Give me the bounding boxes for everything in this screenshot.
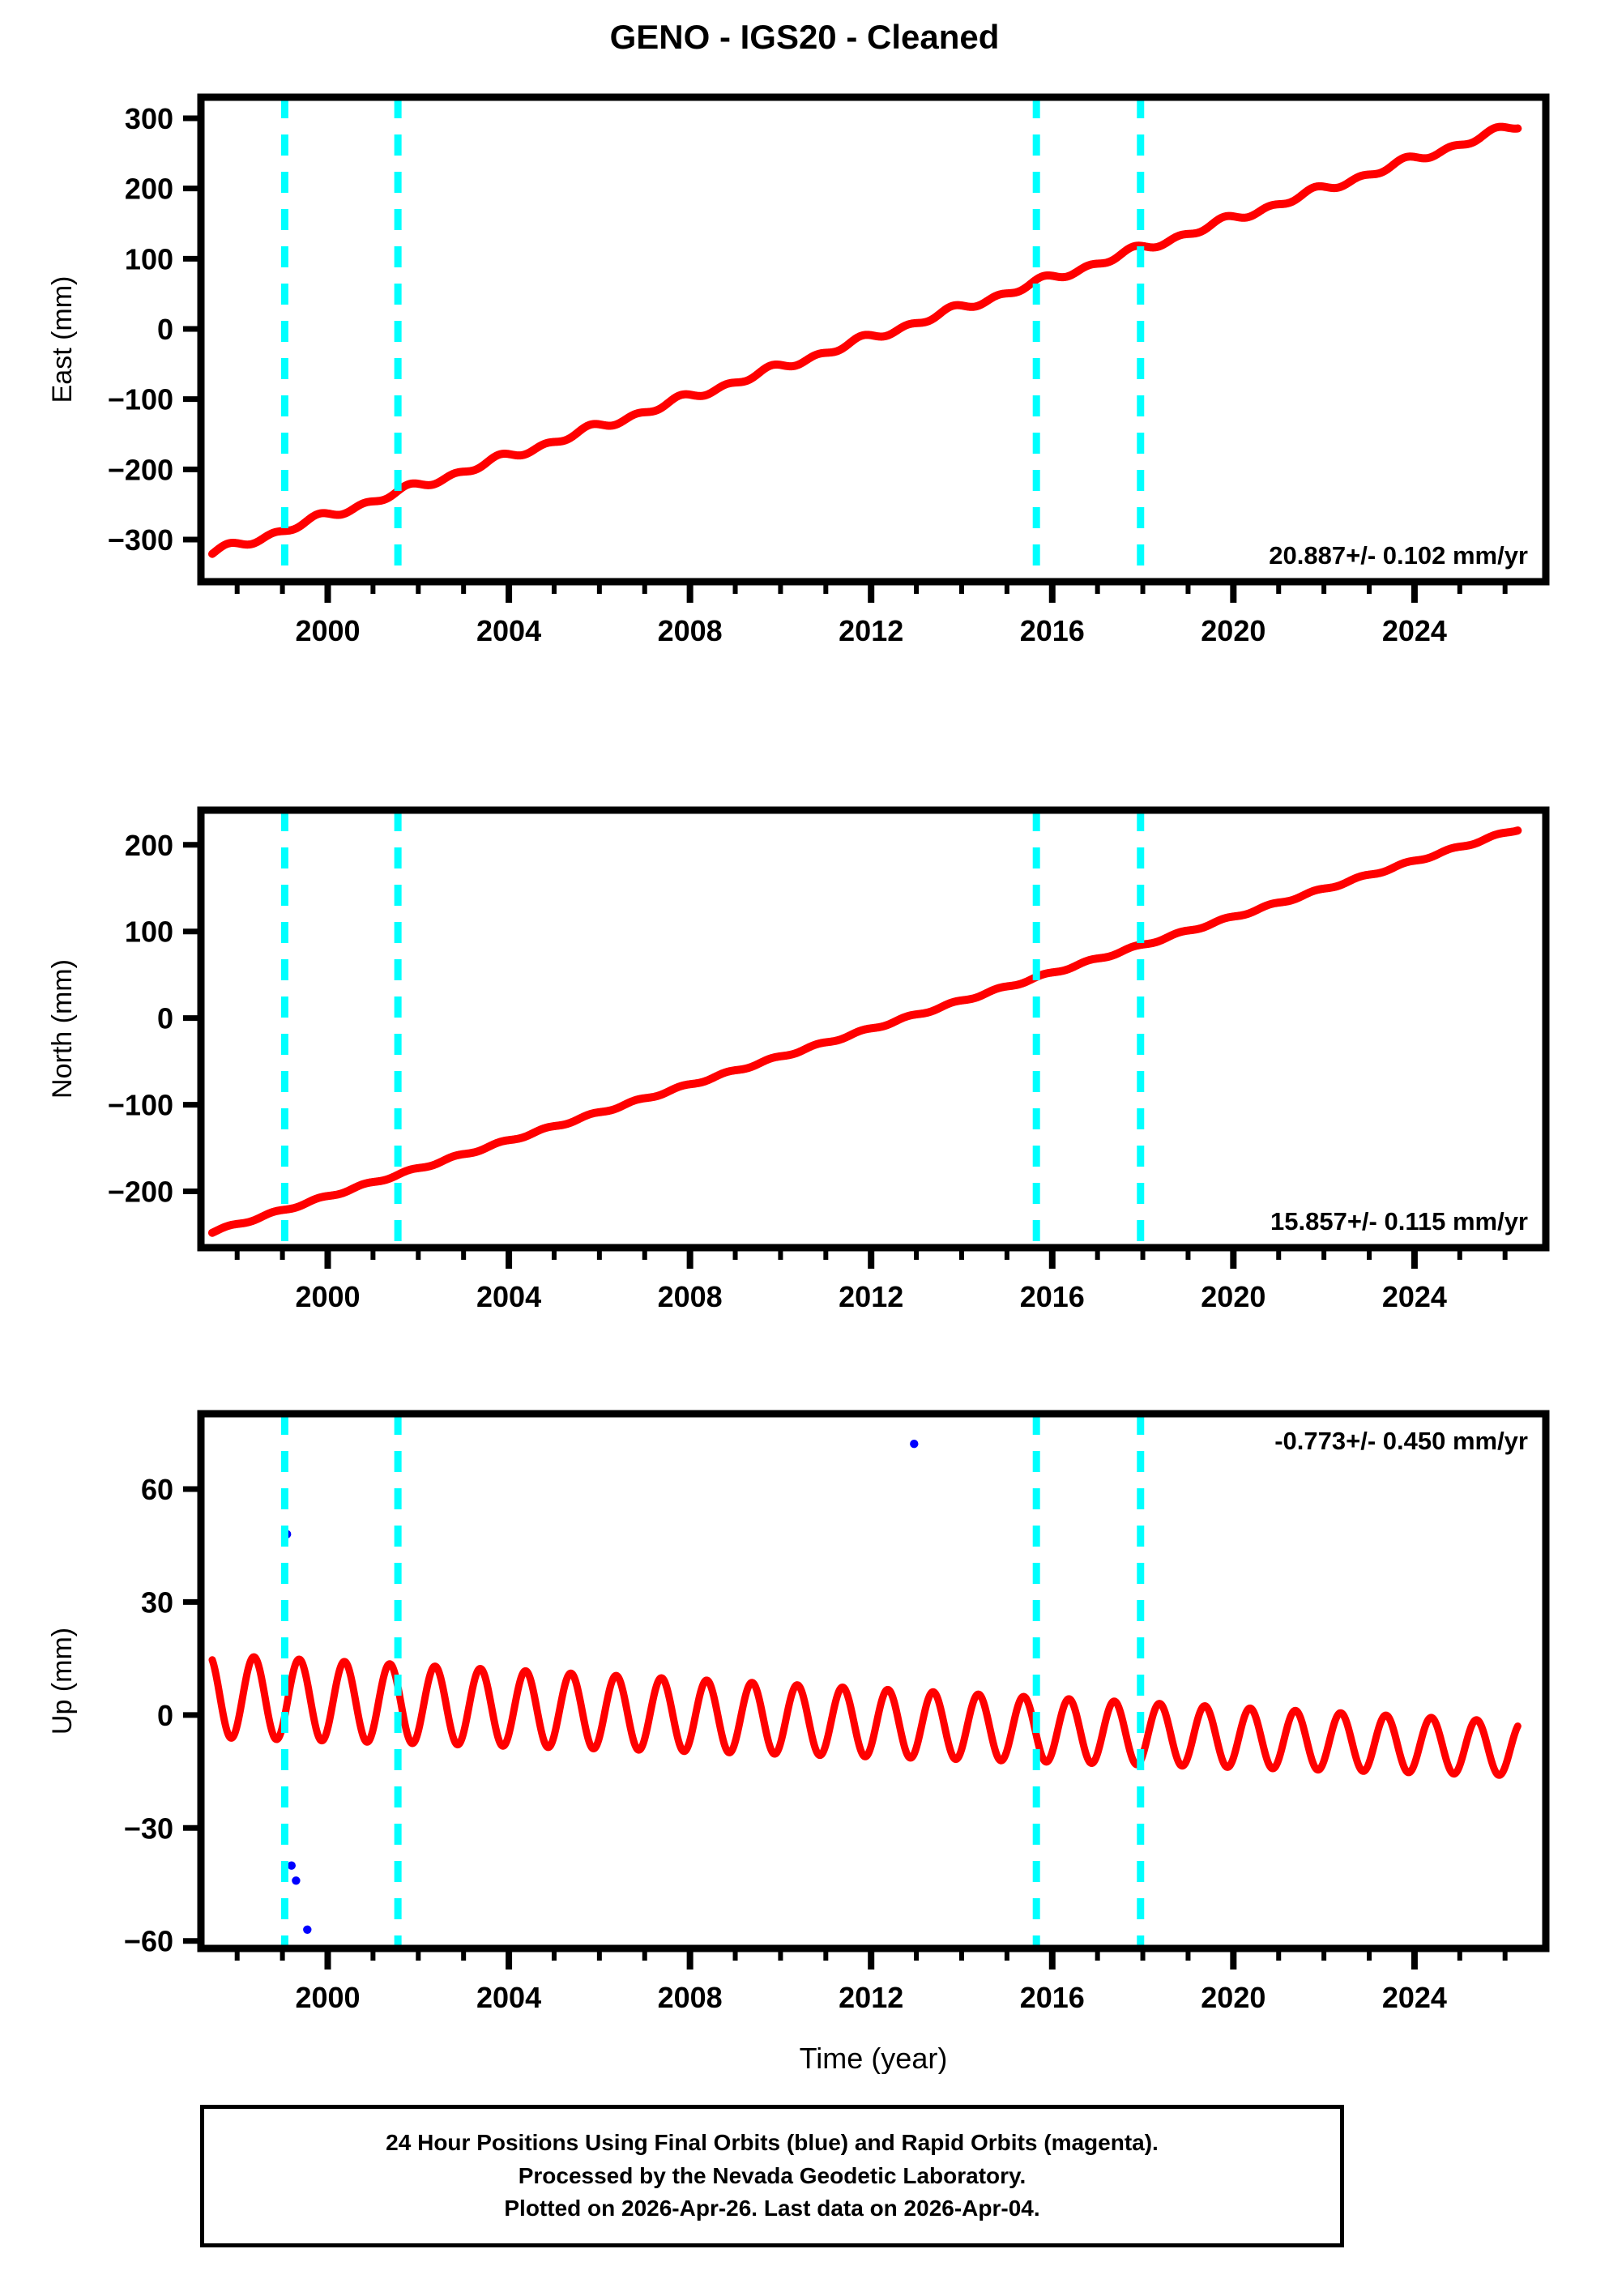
x-tick-label: 2012 — [839, 1280, 903, 1313]
y-tick-label: 100 — [125, 242, 173, 275]
footer-line-1: 24 Hour Positions Using Final Orbits (bl… — [386, 2130, 1159, 2156]
model-fit-line — [207, 826, 1522, 1237]
x-tick-label: 2008 — [658, 614, 723, 647]
y-tick-label: 300 — [125, 102, 173, 135]
panel-north: 200 100 0 −100 −200 2000 2004 2008 2012 2016 2020 2… — [47, 806, 1550, 1313]
y-tick-label: −200 — [108, 453, 173, 486]
data-layer — [207, 122, 1522, 558]
panel-east: 300 200 100 0 −100 −200 −300 2000 2004 2008 2012 20… — [47, 93, 1550, 647]
model-fit-line — [208, 1653, 1522, 1779]
x-tick-label: 2008 — [658, 1981, 723, 2014]
x-tick-label: 2020 — [1201, 1981, 1265, 2014]
y-tick-label: 0 — [157, 1699, 173, 1732]
y-axis-title-north: North (mm) — [47, 959, 78, 1099]
x-tick-label: 2004 — [476, 1280, 541, 1313]
x-tick-label: 2000 — [295, 1280, 360, 1313]
data-layer — [208, 1439, 1522, 1934]
y-tick-label: −30 — [124, 1812, 173, 1845]
y-tick-label: 30 — [141, 1585, 173, 1619]
x-tick-label: 2000 — [295, 1981, 360, 2014]
data-layer — [207, 826, 1522, 1237]
panel-up: 60 30 0 −30 −60 2000 2004 2008 2012 2016 2020 2024 U… — [47, 1410, 1550, 2014]
x-tick-label: 2024 — [1382, 1280, 1447, 1313]
x-tick-label: 2016 — [1020, 1280, 1085, 1313]
x-tick-label: 2004 — [476, 1981, 541, 2014]
y-tick-label: 100 — [125, 915, 173, 949]
x-tick-label: 2020 — [1201, 1280, 1265, 1313]
x-tick-label: 2024 — [1382, 614, 1447, 647]
x-tick-label: 2016 — [1020, 614, 1085, 647]
y-tick-label: 0 — [157, 313, 173, 346]
y-tick-label: −200 — [108, 1175, 173, 1208]
footer-caption-box: 24 Hour Positions Using Final Orbits (bl… — [200, 2105, 1344, 2247]
footer-line-3: Plotted on 2026-Apr-26. Last data on 202… — [504, 2196, 1040, 2221]
y-tick-label: 200 — [125, 829, 173, 862]
page-title: GENO - IGS20 - Cleaned — [609, 18, 1000, 56]
x-tick-label: 2024 — [1382, 1981, 1447, 2014]
x-tick-label: 2004 — [476, 614, 541, 647]
y-tick-label: 60 — [141, 1473, 173, 1506]
y-tick-label: −100 — [108, 1089, 173, 1122]
x-tick-label: 2000 — [295, 614, 360, 647]
footer-line-2: Processed by the Nevada Geodetic Laborat… — [518, 2162, 1026, 2188]
y-tick-label: 200 — [125, 173, 173, 206]
x-tick-label: 2016 — [1020, 1981, 1085, 2014]
rate-annotation-east: 20.887+/- 0.102 mm/yr — [1269, 541, 1528, 570]
x-tick-label: 2012 — [839, 614, 903, 647]
y-tick-label: −60 — [124, 1925, 173, 1958]
x-tick-label: 2012 — [839, 1981, 903, 2014]
y-axis-title-up: Up (mm) — [47, 1628, 78, 1735]
x-tick-label: 2020 — [1201, 614, 1265, 647]
x-tick-label: 2008 — [658, 1280, 723, 1313]
plot-background — [201, 1414, 1546, 1948]
model-fit-line — [207, 122, 1522, 558]
y-tick-label: −100 — [108, 383, 173, 416]
rate-annotation-north: 15.857+/- 0.115 mm/yr — [1270, 1207, 1528, 1235]
y-tick-label: −300 — [108, 523, 173, 557]
x-axis-title: Time (year) — [800, 2042, 948, 2074]
y-tick-label: 0 — [157, 1002, 173, 1035]
y-axis-title-east: East (mm) — [47, 276, 78, 403]
rate-annotation-up: -0.773+/- 0.450 mm/yr — [1274, 1427, 1528, 1455]
